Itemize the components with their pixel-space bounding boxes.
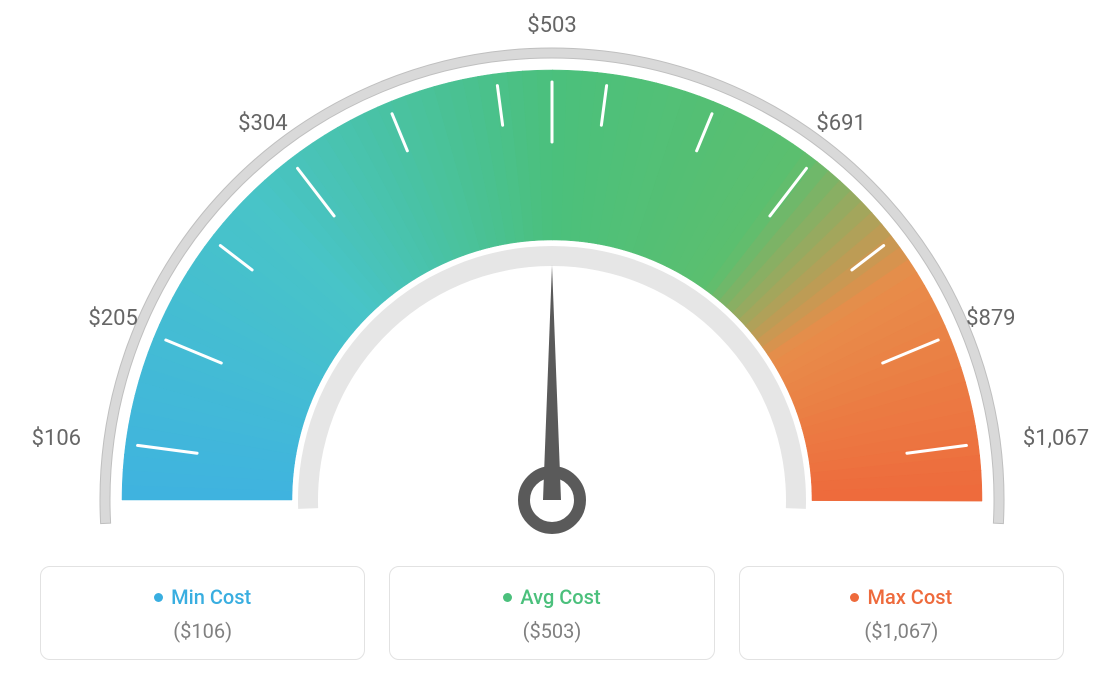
svg-text:$304: $304 [238, 111, 287, 136]
legend-dot-min [154, 593, 163, 602]
legend-value-max: ($1,067) [750, 619, 1053, 643]
legend-card-min: Min Cost ($106) [40, 566, 365, 660]
svg-text:$503: $503 [527, 13, 576, 38]
legend-card-avg: Avg Cost ($503) [389, 566, 714, 660]
legend-value-avg: ($503) [400, 619, 703, 643]
svg-text:$106: $106 [32, 426, 81, 451]
legend-label-avg: Avg Cost [520, 585, 600, 609]
legend-label-min: Min Cost [171, 585, 251, 609]
legend-card-max: Max Cost ($1,067) [739, 566, 1064, 660]
legend-dot-max [850, 593, 859, 602]
svg-text:$691: $691 [816, 111, 865, 136]
legend-label-max: Max Cost [867, 585, 952, 609]
svg-text:$205: $205 [88, 306, 137, 331]
cost-gauge: $106 $205 $304 $503 $691 $879 $1,067 [0, 0, 1104, 560]
legend-value-min: ($106) [51, 619, 354, 643]
svg-text:$879: $879 [966, 306, 1015, 331]
legend-dot-avg [503, 593, 512, 602]
svg-text:$1,067: $1,067 [1023, 426, 1089, 451]
legend-row: Min Cost ($106) Avg Cost ($503) Max Cost… [40, 566, 1064, 660]
